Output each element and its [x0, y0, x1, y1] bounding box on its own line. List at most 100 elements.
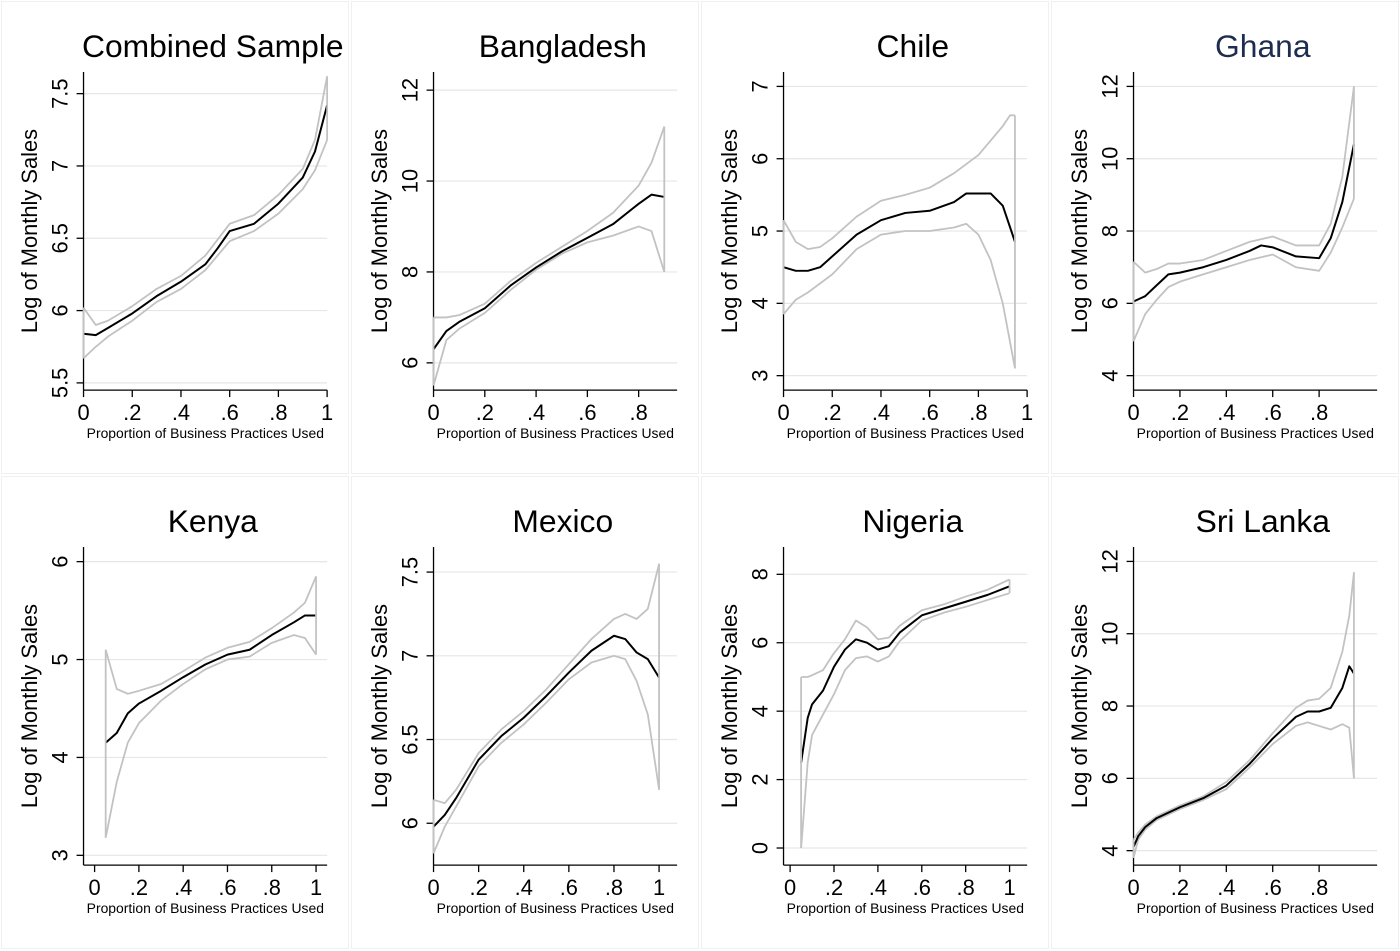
chart-title: Chile	[877, 28, 949, 64]
y-axis-label: Log of Monthly Sales	[367, 604, 392, 808]
x-tick-label: .8	[263, 875, 281, 900]
x-tick-label: 1	[653, 875, 665, 900]
y-tick-label: 7.5	[48, 78, 73, 108]
y-tick-label: 10	[1098, 622, 1123, 646]
x-axis-label: Proportion of Business Practices Used	[437, 900, 674, 916]
x-tick-label: .8	[605, 875, 623, 900]
y-tick-label: 7	[398, 650, 423, 662]
y-tick-label: 10	[398, 169, 423, 193]
y-tick-label: 8	[1098, 700, 1123, 712]
x-tick-label: .6	[578, 400, 596, 425]
ci-lower-line	[82, 139, 328, 359]
y-tick-label: 12	[1098, 74, 1123, 98]
y-tick-label: 10	[1098, 147, 1123, 171]
chart-title: Combined Sample	[82, 28, 344, 64]
y-tick-label: 5	[748, 225, 773, 237]
x-tick-label: .4	[527, 400, 545, 425]
y-tick-label: 4	[1098, 845, 1123, 857]
y-tick-label: 6	[48, 556, 73, 568]
x-axis-label: Proportion of Business Practices Used	[87, 900, 324, 916]
x-tick-label: .8	[1310, 875, 1328, 900]
ci-lower-line	[782, 222, 1016, 369]
y-tick-label: 6	[398, 357, 423, 369]
y-tick-label: 6	[748, 153, 773, 165]
ci-upper-line	[801, 578, 1010, 678]
y-tick-label: 6	[48, 304, 73, 316]
y-tick-label: 4	[748, 705, 773, 717]
x-tick-label: .6	[560, 875, 578, 900]
x-tick-label: .4	[869, 875, 887, 900]
ci-upper-line	[104, 575, 317, 695]
x-tick-label: .8	[957, 875, 975, 900]
chart-title: Kenya	[168, 503, 258, 539]
y-axis-label: Log of Monthly Sales	[367, 129, 392, 333]
ci-upper-line	[1132, 86, 1355, 274]
x-axis-label: Proportion of Business Practices Used	[787, 425, 1024, 441]
y-tick-label: 5.5	[48, 368, 73, 398]
ci-upper-line	[433, 563, 660, 805]
x-tick-label: .2	[825, 875, 843, 900]
fit-line	[432, 193, 665, 350]
x-axis-label: Proportion of Business Practices Used	[1137, 900, 1374, 916]
x-tick-label: 0	[777, 400, 789, 425]
fit-line	[800, 585, 1010, 763]
x-tick-label: 1	[321, 400, 333, 425]
chart-title: Bangladesh	[479, 28, 647, 64]
y-tick-label: 6	[1098, 297, 1123, 309]
y-axis-label: Log of Monthly Sales	[717, 604, 742, 808]
chart-title: Nigeria	[862, 503, 963, 539]
chart-panel-nigeria: 0 2 4 6 8 0 .2 .4 .6 .8 1 Proportion of Business Pr…	[701, 476, 1049, 949]
x-tick-label: .8	[269, 400, 287, 425]
x-tick-label: .4	[515, 875, 533, 900]
x-axis-label: Proportion of Business Practices Used	[787, 900, 1024, 916]
y-tick-label: 8	[398, 266, 423, 278]
x-tick-label: .8	[1310, 400, 1328, 425]
x-tick-label: .6	[913, 875, 931, 900]
chart-panel-sri-lanka: 4 6 8 10 12 0 .2 .4 .6 .8 Proportion of Business P…	[1051, 476, 1399, 949]
fit-line	[432, 634, 660, 828]
x-tick-label: .4	[872, 400, 890, 425]
fit-line	[105, 614, 317, 744]
ci-upper-line	[433, 126, 666, 319]
chart-panel-ghana: 4 6 8 10 12 0 .2 .4 .6 .8 Proportion of Business P…	[1051, 1, 1399, 474]
ci-lower-line	[1132, 198, 1355, 342]
y-tick-label: 6	[398, 817, 423, 829]
x-axis-label: Proportion of Business Practices Used	[87, 425, 324, 441]
x-tick-label: 0	[427, 400, 439, 425]
y-tick-label: 4	[48, 751, 73, 763]
y-axis-label: Log of Monthly Sales	[17, 604, 42, 808]
fit-line	[83, 105, 329, 337]
x-tick-label: .2	[476, 400, 494, 425]
chart-title: Sri Lanka	[1196, 503, 1331, 539]
chart-panel-kenya: 3 4 5 6 0 .2 .4 .6 .8 1 Proportion of Business Pra…	[1, 476, 349, 949]
ci-upper-line	[1132, 572, 1355, 841]
x-tick-label: 0	[89, 875, 101, 900]
ci-upper-line	[782, 114, 1015, 251]
chart-panel-bangladesh: 6 8 10 12 0 .2 .4 .6 .8 Proportion of Business Pr…	[351, 1, 699, 474]
y-tick-label: 3	[748, 370, 773, 382]
y-tick-label: 6	[748, 637, 773, 649]
ci-lower-line	[104, 634, 317, 838]
x-tick-label: 0	[77, 400, 89, 425]
x-tick-label: .6	[221, 400, 239, 425]
y-tick-label: 8	[1098, 225, 1123, 237]
x-axis-label: Proportion of Business Practices Used	[1137, 425, 1374, 441]
y-axis-label: Log of Monthly Sales	[1067, 129, 1092, 333]
y-tick-label: 4	[1098, 370, 1123, 382]
y-tick-label: 7	[748, 80, 773, 92]
x-tick-label: .4	[172, 400, 190, 425]
x-tick-label: .2	[123, 400, 141, 425]
x-tick-label: .2	[1171, 400, 1189, 425]
x-tick-label: 1	[1021, 400, 1033, 425]
x-tick-label: 0	[1127, 400, 1139, 425]
y-tick-label: 7.5	[398, 557, 423, 587]
y-tick-label: 7	[48, 160, 73, 172]
x-tick-label: 0	[784, 875, 796, 900]
x-tick-label: .4	[174, 875, 192, 900]
y-tick-label: 4	[748, 297, 773, 309]
